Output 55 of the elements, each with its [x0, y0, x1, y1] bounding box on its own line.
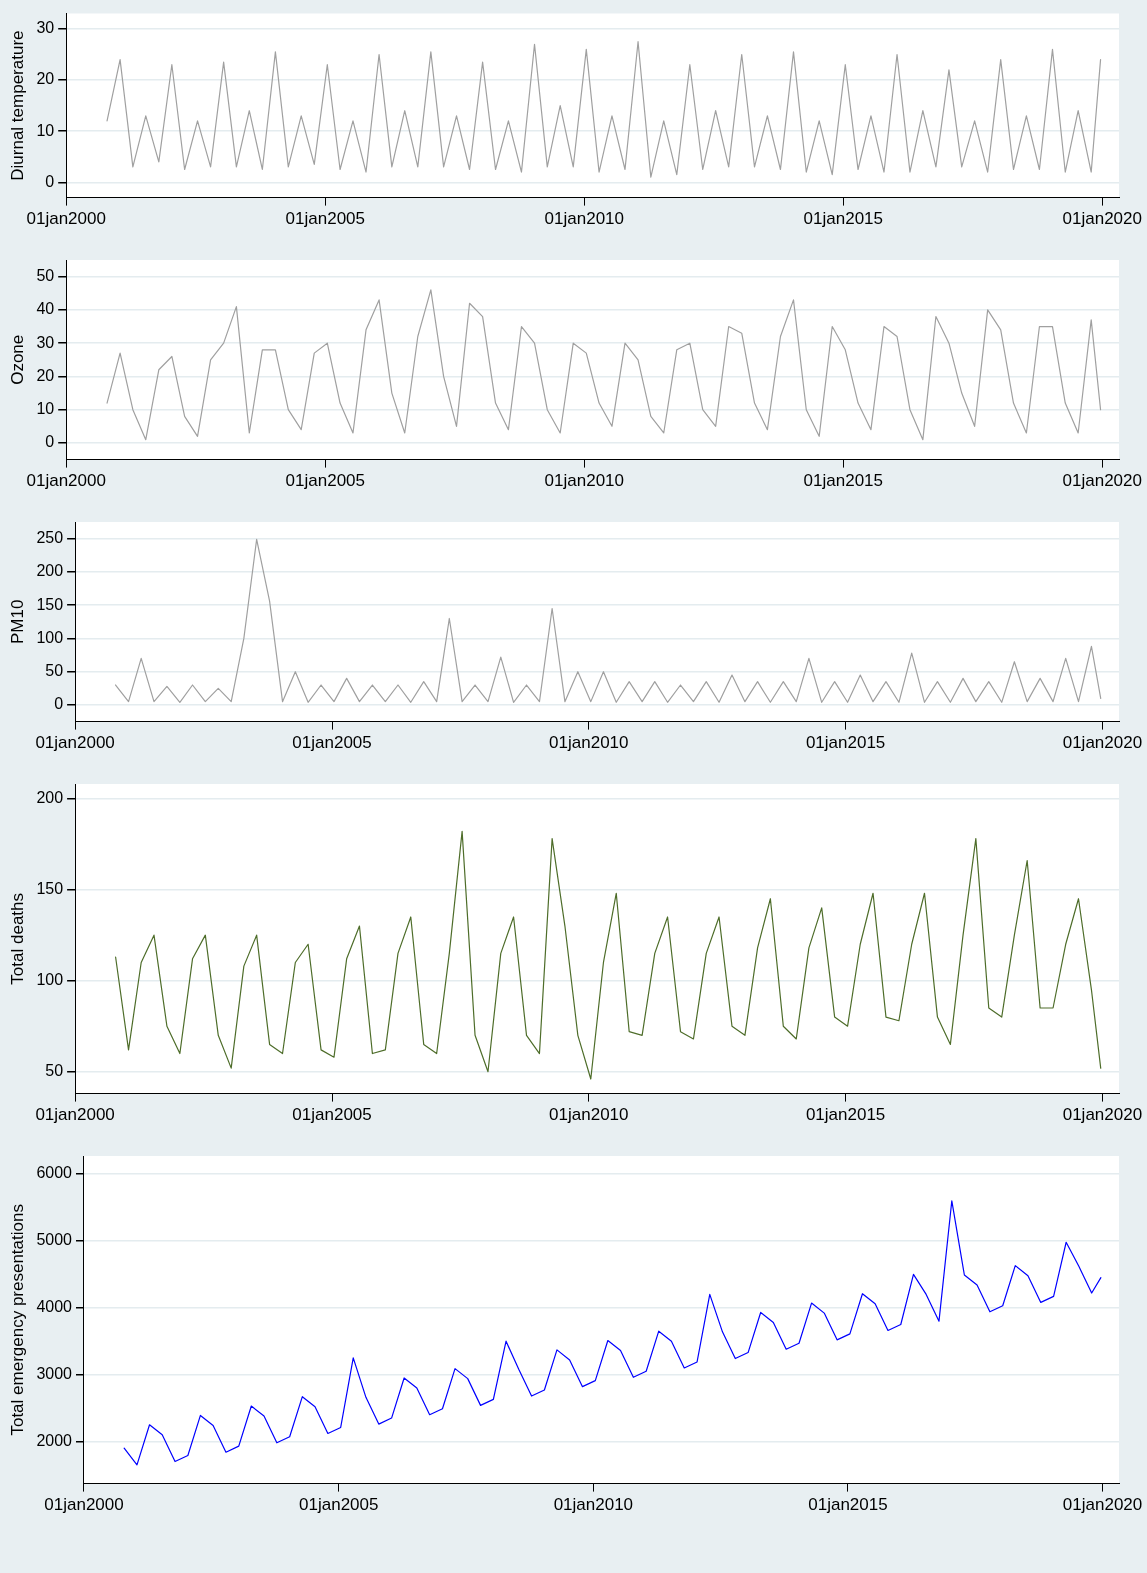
x-tick-label: 01jan2010: [549, 733, 629, 753]
y-tick-label: 100: [36, 628, 64, 646]
y-tick-label: 10: [36, 121, 55, 139]
x-tick-label: 01jan2020: [1062, 1495, 1143, 1515]
y-tick-label: 20: [36, 366, 55, 384]
y-axis-title: Total emergency presentations: [7, 1204, 27, 1436]
y-tick-label: 0: [54, 695, 64, 713]
y-axis-title: Diurnal temperature: [7, 30, 27, 181]
y-axis-title: Ozone: [7, 334, 27, 385]
y-tick-label: 30: [36, 333, 55, 351]
y-tick-label: 50: [45, 1062, 64, 1080]
y-tick-label: 2000: [36, 1431, 73, 1449]
y-axis-title: PM10: [7, 599, 27, 645]
x-tick-label: 01jan2015: [805, 1105, 886, 1125]
x-tick-label: 01jan2020: [1062, 733, 1143, 753]
y-tick-label: 10: [36, 400, 55, 418]
y-tick-label: 250: [36, 529, 64, 547]
x-tick-label: 01jan2015: [803, 209, 883, 229]
x-tick-label: 01jan2000: [44, 1495, 124, 1515]
x-tick-label: 01jan2000: [35, 1105, 115, 1125]
x-tick-label: 01jan2015: [803, 471, 883, 491]
y-tick-label: 200: [36, 788, 64, 806]
y-tick-label: 0: [45, 172, 55, 190]
x-tick-label: 01jan2000: [26, 471, 106, 491]
x-tick-label: 01jan2005: [292, 733, 372, 753]
x-tick-label: 01jan2005: [299, 1495, 379, 1515]
y-tick-label: 40: [36, 300, 55, 318]
x-tick-label: 01jan2005: [292, 1105, 372, 1125]
x-tick-label: 01jan2010: [553, 1495, 634, 1515]
x-tick-label: 01jan2020: [1062, 471, 1142, 491]
x-tick-label: 01jan2020: [1062, 1105, 1143, 1125]
y-tick-label: 5000: [36, 1231, 73, 1249]
x-tick-label: 01jan2000: [35, 733, 115, 753]
y-tick-label: 30: [36, 19, 55, 37]
y-tick-label: 150: [36, 595, 64, 613]
x-tick-label: 01jan2015: [805, 733, 886, 753]
y-tick-label: 150: [36, 880, 64, 898]
x-tick-label: 01jan2005: [285, 209, 366, 229]
y-tick-label: 3000: [36, 1365, 73, 1383]
y-axis-title: Total deaths: [7, 892, 27, 985]
x-tick-label: 01jan2015: [808, 1495, 888, 1515]
y-tick-label: 100: [36, 971, 64, 989]
y-tick-label: 6000: [36, 1164, 73, 1182]
x-tick-label: 01jan2000: [26, 209, 106, 229]
y-tick-label: 20: [36, 70, 55, 88]
y-tick-label: 50: [45, 662, 64, 680]
x-tick-label: 01jan2010: [544, 209, 625, 229]
y-tick-label: 200: [36, 562, 64, 580]
y-tick-label: 4000: [36, 1298, 73, 1316]
x-tick-label: 01jan2010: [544, 471, 625, 491]
x-tick-label: 01jan2020: [1062, 209, 1142, 229]
x-tick-label: 01jan2005: [285, 471, 366, 491]
x-tick-label: 01jan2010: [549, 1105, 629, 1125]
y-tick-label: 50: [36, 267, 55, 285]
y-tick-label: 0: [45, 433, 55, 451]
